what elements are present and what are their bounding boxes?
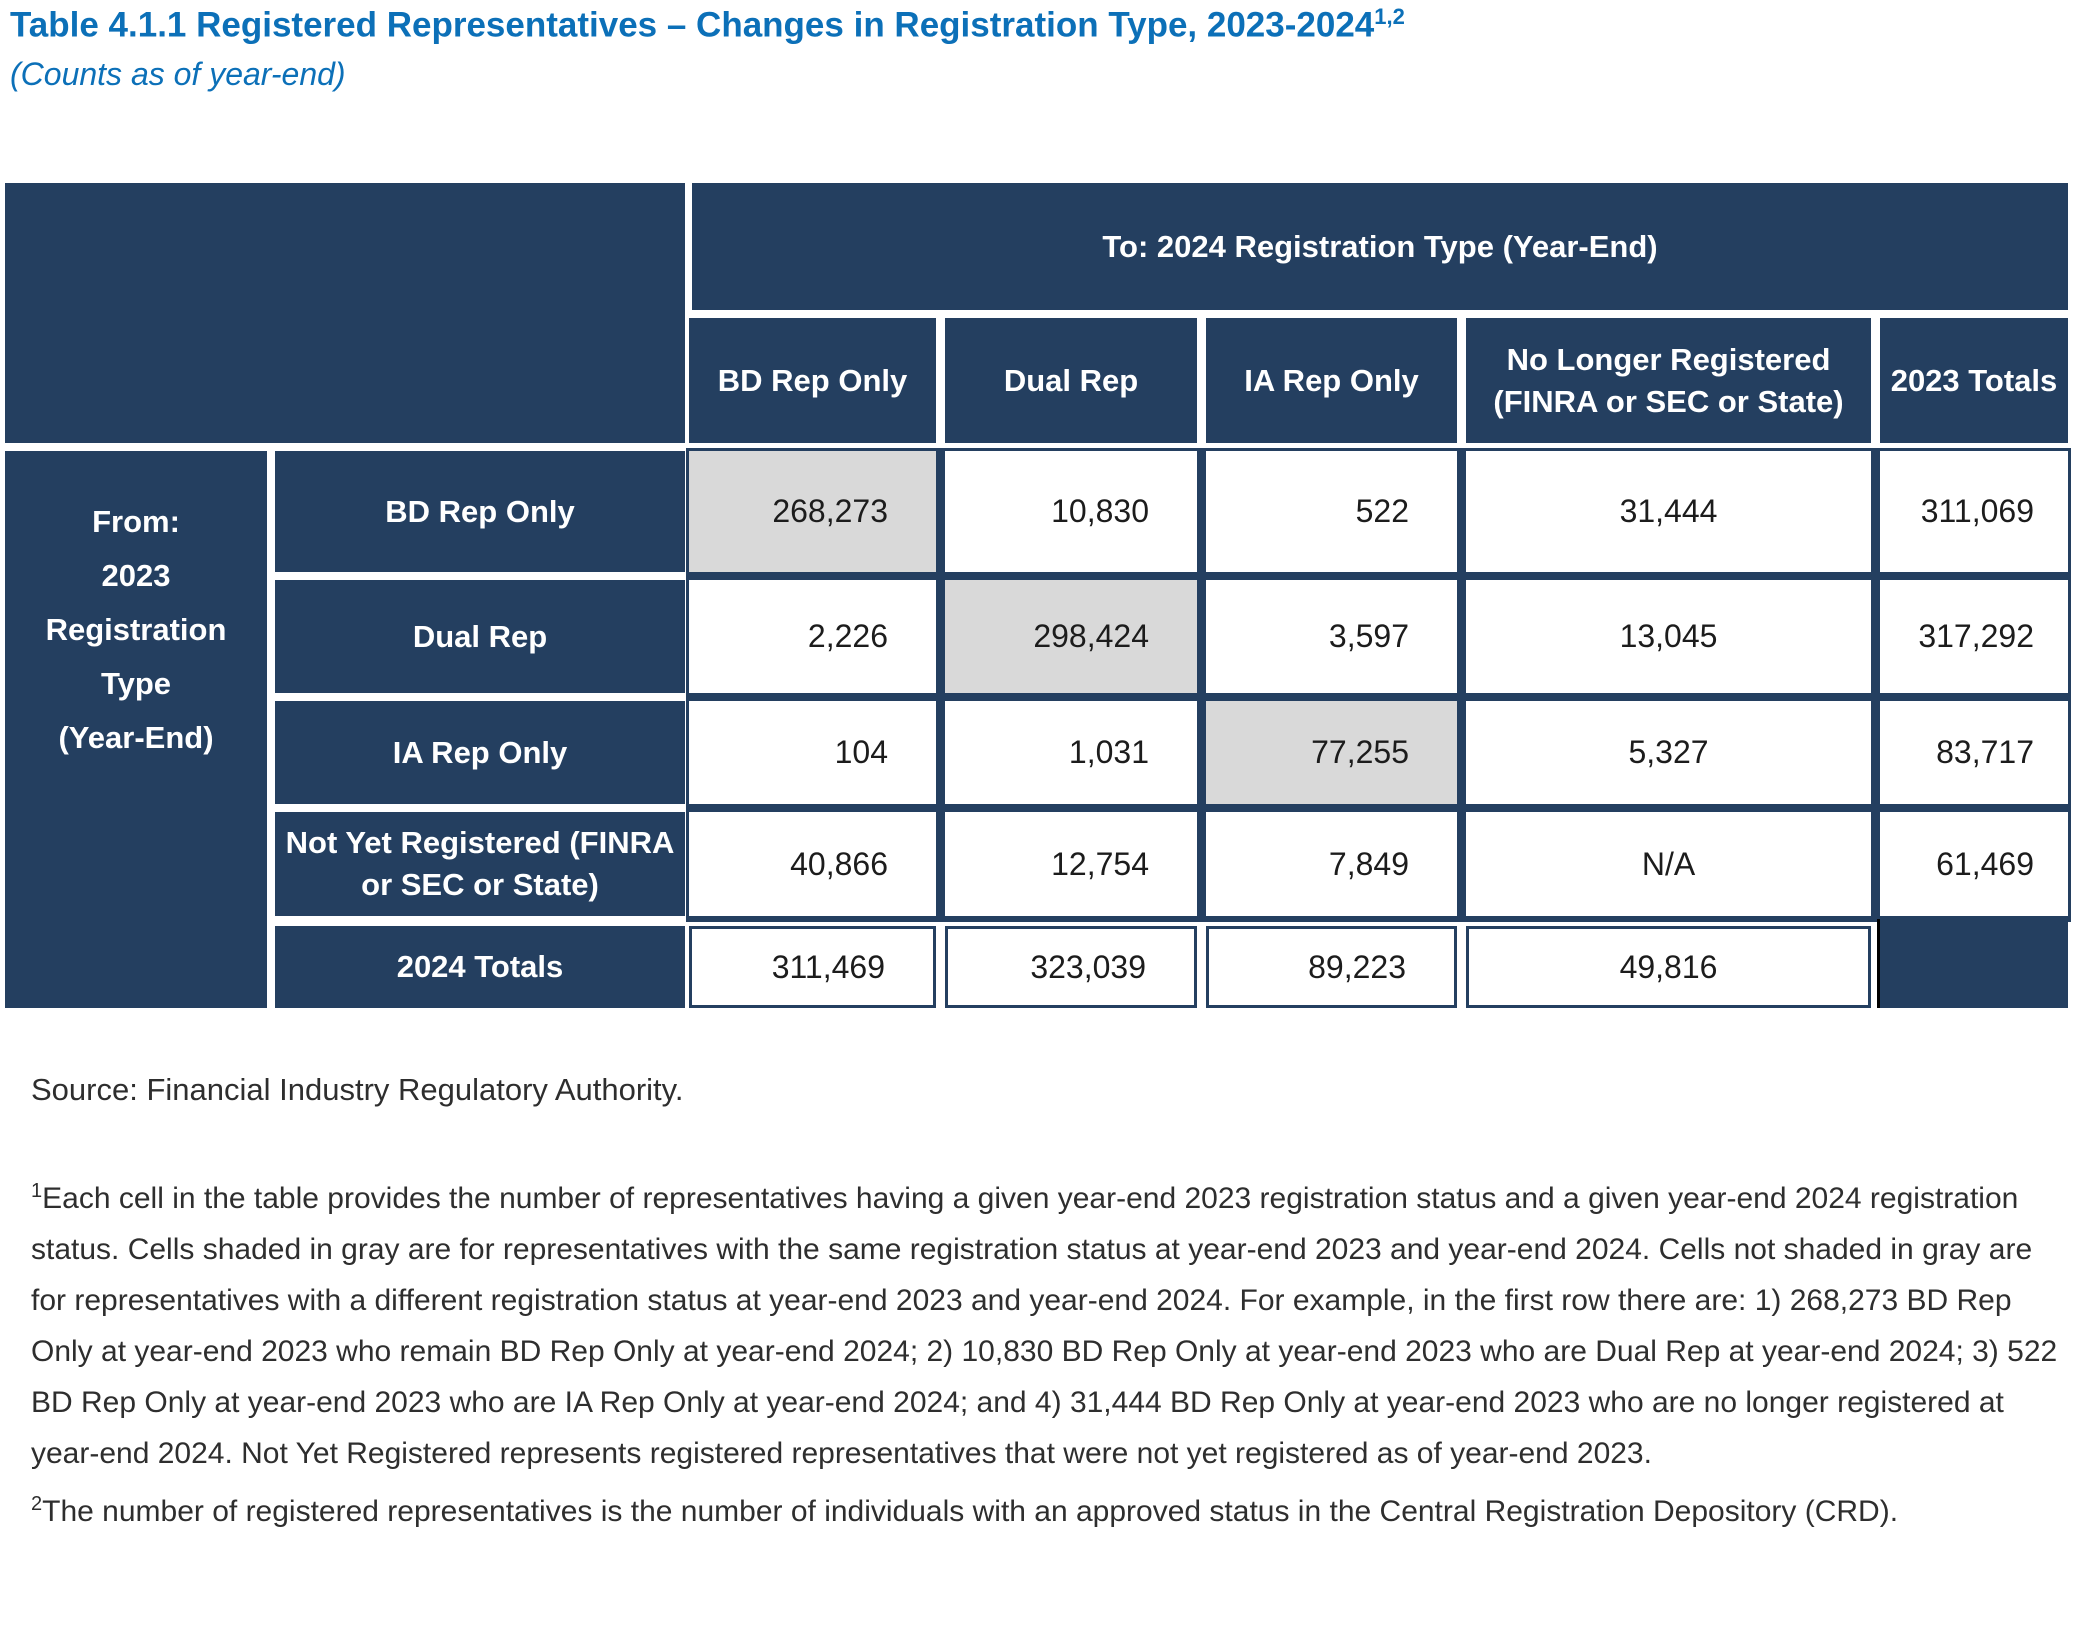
table-cell: 49,816 (1466, 926, 1871, 1008)
column-header-dual-rep: Dual Rep (945, 318, 1197, 443)
table-cell: 13,045 (1466, 580, 1871, 693)
table-cell: 323,039 (945, 926, 1197, 1008)
column-header-bd-rep-only: BD Rep Only (689, 318, 936, 443)
table-title: Table 4.1.1 Registered Representatives –… (10, 4, 1405, 46)
footnote-1-marker: 1 (31, 1180, 43, 1202)
table-cell: 311,469 (689, 926, 936, 1008)
table-cell: 31,444 (1466, 451, 1871, 572)
row-group-line: Registration (45, 612, 227, 647)
table-cell: 83,717 (1880, 701, 2068, 804)
footnote-2: 2The number of registered representative… (31, 1479, 2059, 1537)
table-cell: 89,223 (1206, 926, 1457, 1008)
table-cell: 298,424 (945, 580, 1197, 693)
column-header-2023-totals: 2023 Totals (1880, 318, 2068, 443)
table-title-text: Table 4.1.1 Registered Representatives –… (10, 5, 1375, 45)
footnotes: 1Each cell in the table provides the num… (31, 1166, 2059, 1537)
column-header-ia-rep-only: IA Rep Only (1206, 318, 1457, 443)
footnote-1: 1Each cell in the table provides the num… (31, 1166, 2059, 1479)
column-header-no-longer-registered: No Longer Registered (FINRA or SEC or St… (1466, 318, 1871, 443)
table-cell: 311,069 (1880, 451, 2068, 572)
row-header-dual-rep: Dual Rep (275, 580, 685, 693)
row-header-ia-rep-only: IA Rep Only (275, 701, 685, 804)
table-cell: 104 (689, 701, 936, 804)
table-cell-empty-grand-total (1877, 919, 2068, 1008)
table-subtitle: (Counts as of year-end) (10, 56, 346, 92)
footnote-2-marker: 2 (31, 1493, 43, 1515)
table-cell: 317,292 (1880, 580, 2068, 693)
row-group-header: From: 2023 Registration Type (Year-End) (5, 451, 267, 1008)
table-cell: 77,255 (1206, 701, 1457, 804)
footnote-1-text: Each cell in the table provides the numb… (31, 1182, 2058, 1470)
table-cell: 10,830 (945, 451, 1197, 572)
table-cell: 40,866 (689, 812, 936, 916)
table-cell: 5,327 (1466, 701, 1871, 804)
row-group-line: (Year-End) (58, 720, 214, 755)
row-group-line: Type (100, 666, 172, 701)
row-header-2024-totals: 2024 Totals (275, 926, 685, 1008)
footnote-2-text: The number of registered representatives… (42, 1495, 1899, 1528)
table-cell: 3,597 (1206, 580, 1457, 693)
table-cell: 2,226 (689, 580, 936, 693)
row-group-line: From: (92, 504, 180, 539)
table-cell: 1,031 (945, 701, 1197, 804)
table-title-superscript: 1,2 (1374, 4, 1405, 29)
table-cell: 7,849 (1206, 812, 1457, 916)
table-cell: 268,273 (689, 451, 936, 572)
row-header-not-yet-registered: Not Yet Registered (FINRA or SEC or Stat… (275, 812, 685, 916)
row-group-line: 2023 (101, 558, 171, 593)
row-header-bd-rep-only: BD Rep Only (275, 451, 685, 572)
table-corner-block (5, 183, 685, 443)
table-cell: 522 (1206, 451, 1457, 572)
table-cell: 61,469 (1880, 812, 2068, 916)
table-cell: N/A (1466, 812, 1871, 916)
source-line: Source: Financial Industry Regulatory Au… (31, 1072, 684, 1107)
column-group-header: To: 2024 Registration Type (Year-End) (692, 183, 2068, 310)
table-cell: 12,754 (945, 812, 1197, 916)
